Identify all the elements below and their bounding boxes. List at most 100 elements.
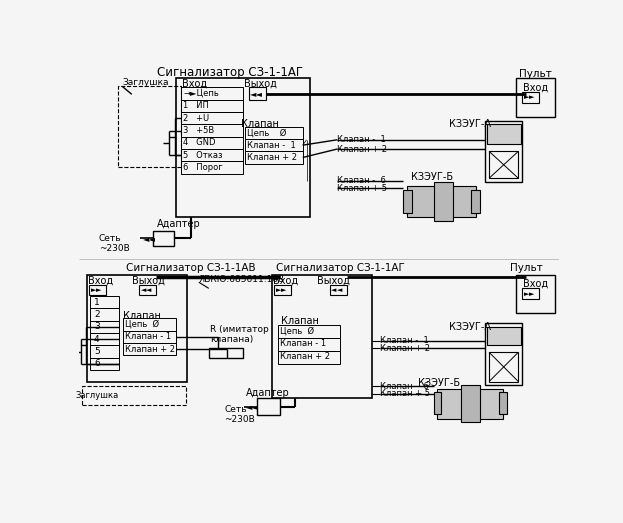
Text: Вход: Вход [523,279,548,289]
Text: ◄: ◄ [331,287,336,293]
Bar [516,275,554,313]
Bar [245,151,303,164]
Bar [485,120,522,182]
Bar [181,137,243,149]
Bar [90,296,120,309]
Bar [90,309,120,321]
Text: Клапан + 2: Клапан + 2 [380,344,430,353]
Bar [460,385,480,423]
Bar [90,321,120,333]
Bar [90,333,120,345]
Text: Выход: Выход [132,276,165,286]
Text: Адаптер: Адаптер [156,220,200,230]
Text: ◄: ◄ [336,287,342,293]
Text: Клапан + 2: Клапан + 2 [125,345,175,354]
Text: Сигнализатор СЗ-1-1АГ: Сигнализатор СЗ-1-1АГ [156,66,303,79]
Text: Вход: Вход [88,276,113,286]
Text: ◄◄: ◄◄ [250,89,264,98]
Text: Выход: Выход [317,276,350,286]
Bar [181,124,243,137]
Bar [272,275,372,397]
Bar [140,285,156,295]
Text: Выход: Выход [244,78,277,88]
Bar [123,343,176,355]
Bar [278,338,340,351]
Text: ◄◄: ◄◄ [245,403,259,412]
Bar [245,139,303,151]
Text: ◄: ◄ [146,287,152,293]
Bar [87,275,188,382]
Text: 6: 6 [94,359,100,368]
Text: 4   GND: 4 GND [183,139,216,147]
Bar [181,100,243,112]
Text: Сигнализатор СЗ-1-1АВ: Сигнализатор СЗ-1-1АВ [126,263,255,272]
Bar [249,87,266,100]
Text: R (имитатор
клапана): R (имитатор клапана) [211,325,269,344]
Text: 2   +U: 2 +U [183,113,209,123]
Text: Клапан -  6: Клапан - 6 [380,382,429,391]
Bar [278,351,340,364]
Bar [489,353,518,382]
Text: 6   Порог: 6 Порог [183,163,223,172]
Bar [489,151,518,178]
Bar [90,285,107,295]
Text: ►: ► [97,287,102,293]
Bar [485,323,522,384]
Text: ►: ► [524,291,529,297]
Bar [434,392,441,414]
Text: ►: ► [281,287,287,293]
Bar [176,78,310,217]
Text: Клапан -  1: Клапан - 1 [380,336,429,345]
Bar [123,331,176,343]
Text: ►: ► [524,95,529,100]
Text: Клапан + 5: Клапан + 5 [380,389,430,399]
Bar [330,285,346,295]
Text: 5: 5 [94,347,100,356]
Bar [90,345,120,358]
Text: Клапан: Клапан [123,311,161,321]
Bar [434,182,453,221]
Bar [522,288,539,299]
Text: Клапан + 5: Клапан + 5 [338,184,388,193]
Bar [118,86,181,167]
Bar [499,392,506,414]
Bar [123,319,176,331]
Bar [181,161,243,174]
Bar [82,386,186,405]
Text: ►: ► [529,291,535,297]
Text: Клапан -  6: Клапан - 6 [338,176,386,185]
Bar [245,127,303,139]
Text: Клапан + 2: Клапан + 2 [280,353,330,361]
Text: ◄: ◄ [141,287,146,293]
Text: Клапан - 1: Клапан - 1 [125,333,171,342]
Text: ЯБКЮ.685611.108: ЯБКЮ.685611.108 [199,275,285,283]
Text: КЗЭУГ-Б: КЗЭУГ-Б [411,172,453,181]
Text: 3   +5В: 3 +5В [183,126,215,135]
Text: Клапан: Клапан [242,119,279,129]
Text: КЗЭУГ-Б: КЗЭУГ-Б [418,378,460,388]
Bar [516,78,554,117]
Bar [257,399,280,415]
Bar [403,190,412,213]
Text: 4: 4 [94,335,100,344]
Text: Вход: Вход [273,276,298,286]
Text: Цепь    Ø: Цепь Ø [247,128,287,138]
Bar [153,231,174,246]
Bar [181,149,243,161]
Bar [487,124,521,144]
Bar [437,389,503,418]
Text: Пульт: Пульт [519,69,551,78]
Text: →►Цепь: →►Цепь [183,89,219,98]
Text: ◄◄: ◄◄ [143,234,156,243]
Text: Адаптер: Адаптер [246,388,290,398]
Text: КЗЭУГ-А: КЗЭУГ-А [449,322,491,332]
Bar [90,358,120,370]
Text: 1: 1 [94,298,100,306]
Bar [181,112,243,124]
Text: КЗЭУГ-А: КЗЭУГ-А [449,119,491,129]
Text: Вход: Вход [183,78,207,88]
Text: Клапан + 2: Клапан + 2 [338,144,388,153]
Text: Сеть
~230В: Сеть ~230В [98,234,130,253]
Text: Пульт: Пульт [510,263,543,272]
Text: Клапан + 2: Клапан + 2 [247,153,297,162]
